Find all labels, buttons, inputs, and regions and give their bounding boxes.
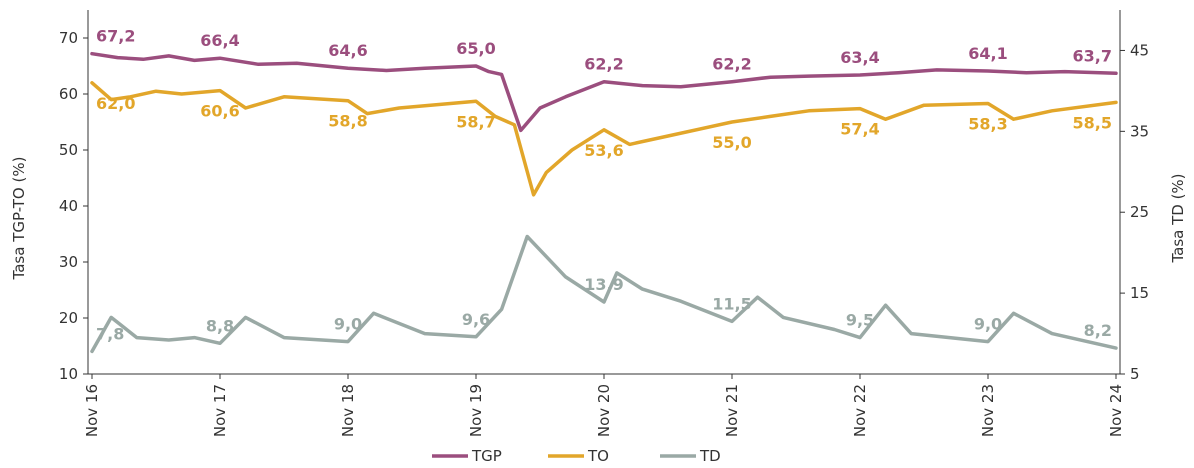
data-label-td: 7,8: [96, 324, 124, 343]
right-y-tick-label: 15: [1130, 284, 1149, 302]
data-label-to: 58,7: [456, 112, 495, 131]
data-label-tgp: 63,4: [840, 48, 879, 67]
right-y-tick-label: 5: [1130, 365, 1140, 383]
legend-label-tgp: TGP: [471, 447, 502, 465]
series-line-to: [90, 81, 1118, 197]
x-tick-label: Nov 20: [595, 384, 613, 437]
data-label-to: 55,0: [712, 133, 751, 152]
data-label-td: 8,8: [206, 316, 234, 335]
right-y-axis-title: Tasa TD (%): [1169, 173, 1187, 263]
left-y-tick-label: 30: [59, 253, 78, 271]
data-label-tgp: 64,1: [968, 44, 1007, 63]
x-tick-label: Nov 23: [979, 384, 997, 437]
data-label-to: 58,5: [1073, 113, 1112, 132]
data-label-to: 58,3: [968, 115, 1007, 134]
left-y-tick-label: 10: [59, 365, 78, 383]
data-label-td: 9,5: [846, 311, 874, 330]
legend-label-td: TD: [699, 447, 721, 465]
left-y-tick-label: 60: [59, 85, 78, 103]
right-y-ticks: 5 15 25 35 45: [1120, 41, 1149, 383]
data-label-td: 9,0: [974, 315, 1002, 334]
data-label-td: 8,2: [1084, 321, 1112, 340]
data-label-to: 58,8: [328, 112, 367, 131]
x-tick-label: Nov 24: [1107, 384, 1125, 437]
data-label-td: 11,5: [712, 294, 751, 313]
left-y-axis-title: Tasa TGP-TO (%): [10, 157, 28, 281]
data-label-to: 53,6: [584, 141, 623, 160]
x-tick-label: Nov 19: [467, 384, 485, 437]
data-label-td: 9,6: [462, 310, 490, 329]
legend-label-to: TO: [587, 447, 609, 465]
data-labels-layer: 67,2 66,4 64,6 65,0 62,2 62,2 63,4 64,1 63,7 62,0…: [96, 27, 1112, 344]
right-y-tick-label: 45: [1130, 41, 1149, 59]
left-y-ticks: 10 20 30 40 50 60 70: [59, 29, 88, 383]
x-tick-label: Nov 21: [723, 384, 741, 437]
legend: TGP TO TD: [432, 447, 721, 465]
data-label-tgp: 65,0: [456, 39, 495, 58]
data-label-to: 60,6: [200, 102, 239, 121]
data-label-tgp: 63,7: [1073, 46, 1112, 65]
left-y-tick-label: 40: [59, 197, 78, 215]
data-label-to: 57,4: [840, 120, 879, 139]
left-y-tick-label: 70: [59, 29, 78, 47]
series-line-td: [90, 234, 1118, 354]
data-label-td: 9,0: [334, 315, 362, 334]
left-y-tick-label: 20: [59, 309, 78, 327]
data-label-tgp: 62,2: [584, 55, 623, 74]
x-ticks: Nov 16 Nov 17 Nov 18 Nov 19 Nov 20 Nov 21 Nov …: [83, 374, 1125, 437]
data-label-td: 13,9: [584, 275, 623, 294]
data-label-tgp: 64,6: [328, 41, 367, 60]
data-label-tgp: 67,2: [96, 27, 135, 46]
data-label-tgp: 66,4: [200, 31, 239, 50]
x-tick-label: Nov 18: [339, 384, 357, 437]
data-label-tgp: 62,2: [712, 55, 751, 74]
x-tick-label: Nov 17: [211, 384, 229, 437]
x-tick-label: Nov 22: [851, 384, 869, 437]
right-y-tick-label: 25: [1130, 203, 1149, 221]
data-label-to: 62,0: [96, 94, 135, 113]
series-layer: [90, 51, 1118, 354]
right-y-tick-label: 35: [1130, 122, 1149, 140]
x-tick-label: Nov 16: [83, 384, 101, 437]
series-line-tgp: [90, 51, 1118, 133]
left-y-tick-label: 50: [59, 141, 78, 159]
